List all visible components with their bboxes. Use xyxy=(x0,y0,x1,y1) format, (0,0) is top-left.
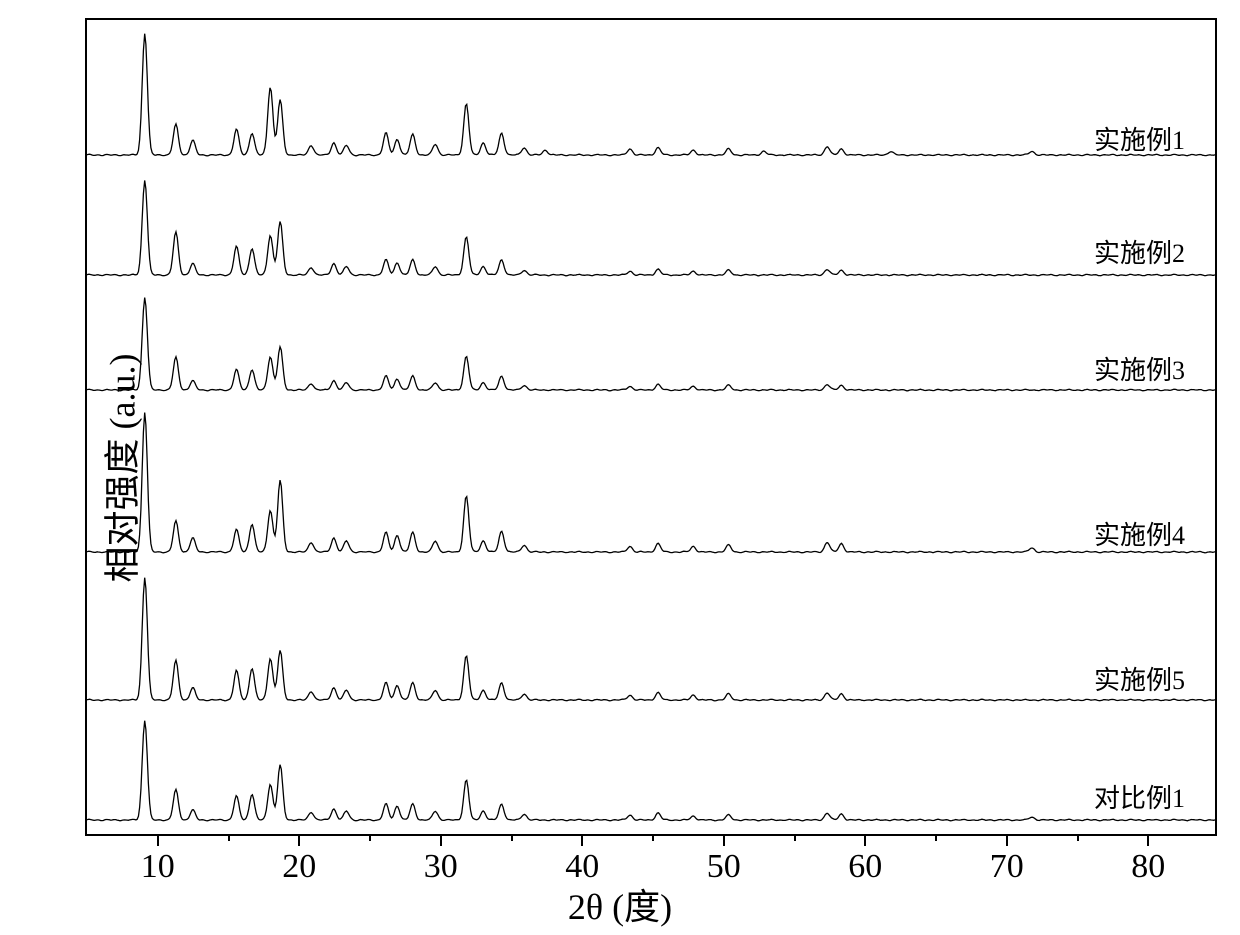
x-tick-label: 60 xyxy=(848,848,882,886)
x-axis-label: 2θ (度) xyxy=(568,878,672,930)
trace-label: 对比例1 xyxy=(1094,778,1185,815)
x-tick-label: 30 xyxy=(424,848,458,886)
x-tick-label: 10 xyxy=(141,848,175,886)
x-tick-label: 20 xyxy=(282,848,316,886)
xrd-trace xyxy=(87,20,1215,838)
xrd-chart: 相对强度 (a.u.) 1020304050607080实施例1实施例2实施例3… xyxy=(0,0,1240,935)
x-tick-label: 70 xyxy=(990,848,1024,886)
x-tick-label: 80 xyxy=(1131,848,1165,886)
plot-area: 1020304050607080实施例1实施例2实施例3实施例4实施例5对比例1 xyxy=(85,18,1217,836)
x-tick-label: 50 xyxy=(707,848,741,886)
